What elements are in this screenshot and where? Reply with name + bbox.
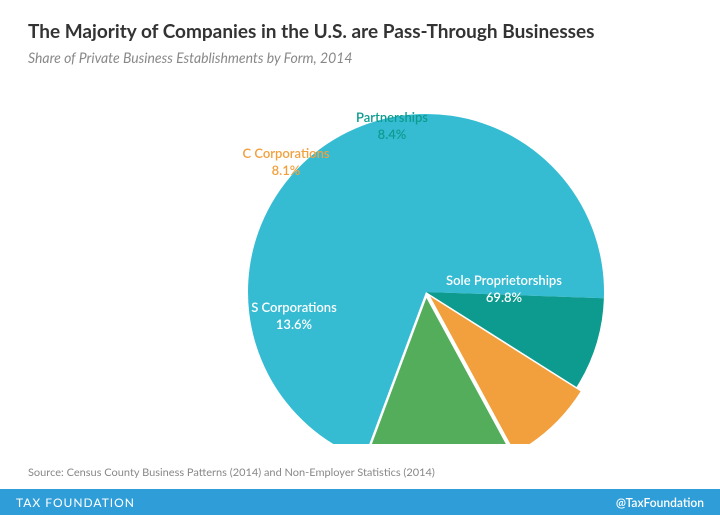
footer-bar: TAX FOUNDATION @TaxFoundation <box>0 489 720 515</box>
footer-handle: @TaxFoundation <box>616 495 704 510</box>
chart-subtitle: Share of Private Business Establishments… <box>28 49 692 66</box>
chart-frame: The Majority of Companies in the U.S. ar… <box>0 0 720 515</box>
slice-label: Sole Proprietorships69.8% <box>446 272 562 306</box>
slice-label: C Corporations8.1% <box>242 145 329 179</box>
chart-title: The Majority of Companies in the U.S. ar… <box>28 20 692 43</box>
slice-label: S Corporations13.6% <box>251 299 337 333</box>
slice-label: Partnerships8.4% <box>356 109 428 143</box>
source-text: Source: Census County Business Patterns … <box>28 466 435 479</box>
footer-brand: TAX FOUNDATION <box>16 495 135 510</box>
pie-chart: Sole Proprietorships69.8% S Corporations1… <box>28 74 692 444</box>
